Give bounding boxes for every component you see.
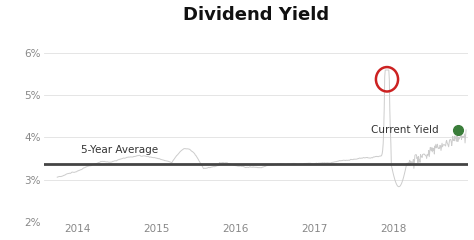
- Text: Current Yield: Current Yield: [371, 125, 439, 135]
- Title: Dividend Yield: Dividend Yield: [183, 6, 329, 24]
- Text: 5-Year Average: 5-Year Average: [81, 145, 158, 155]
